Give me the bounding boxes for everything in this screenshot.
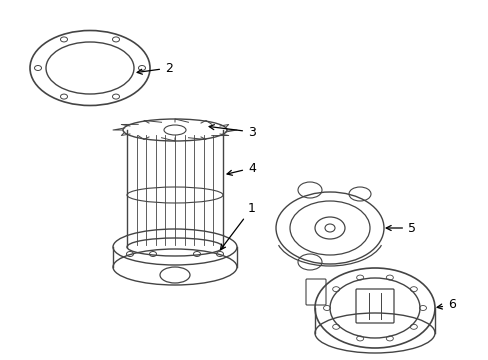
Text: 6: 6 xyxy=(436,298,455,311)
Text: 1: 1 xyxy=(220,202,255,250)
Text: 2: 2 xyxy=(137,62,173,75)
Text: 5: 5 xyxy=(386,221,415,234)
Text: 4: 4 xyxy=(226,162,255,175)
Text: 3: 3 xyxy=(209,125,255,139)
